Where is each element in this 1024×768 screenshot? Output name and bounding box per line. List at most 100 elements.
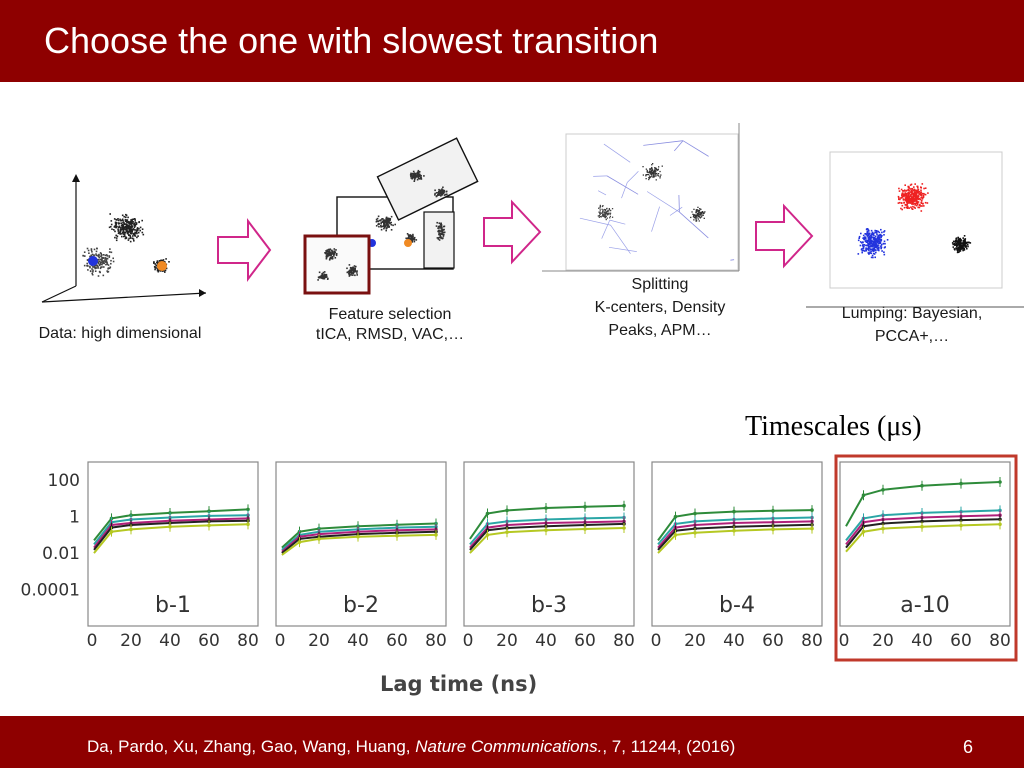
data-point bbox=[771, 527, 775, 532]
y-axis-arrowhead bbox=[72, 174, 80, 182]
projection-panel-selected bbox=[303, 234, 371, 295]
selected-cloud-3 bbox=[317, 271, 329, 281]
series-line bbox=[469, 522, 626, 554]
data-point bbox=[168, 524, 172, 529]
x-tick-label: 20 bbox=[308, 631, 330, 651]
data-point bbox=[434, 533, 438, 537]
series-line bbox=[281, 518, 438, 549]
panel-frame bbox=[839, 461, 1011, 627]
panel-b-4: b-4 0 20 40 60 80 bbox=[651, 461, 823, 651]
data-point bbox=[959, 523, 963, 528]
voronoi-edge bbox=[608, 246, 637, 252]
x-tick-label: 60 bbox=[386, 631, 408, 651]
title-bar bbox=[0, 0, 1024, 82]
voronoi-edge bbox=[601, 219, 611, 239]
data-point bbox=[297, 540, 302, 544]
data-point bbox=[998, 480, 1002, 484]
step2-caption-line1: Feature selection bbox=[328, 306, 452, 323]
series-line bbox=[281, 529, 438, 556]
voronoi-edge bbox=[730, 259, 735, 261]
voronoi-edge bbox=[679, 211, 709, 239]
x-tick-label: 40 bbox=[723, 631, 745, 651]
x-tick-label: 60 bbox=[950, 631, 972, 651]
y-tick-label: 0.01 bbox=[42, 544, 80, 564]
panel-frame bbox=[651, 461, 823, 627]
step2-point-clouds bbox=[368, 169, 448, 247]
data-point bbox=[959, 481, 963, 486]
data-point bbox=[246, 507, 250, 512]
step3-caption-line1: Splitting bbox=[631, 276, 689, 293]
panel-label: b-2 bbox=[343, 593, 379, 618]
step3-point-clouds bbox=[597, 163, 706, 222]
panel-b-3: b-3 0 20 40 60 80 bbox=[463, 461, 635, 651]
panel-label: a-10 bbox=[900, 593, 949, 618]
x-tick-label: 0 bbox=[839, 631, 850, 651]
voronoi-edge bbox=[603, 143, 631, 163]
x-tick-label: 20 bbox=[684, 631, 706, 651]
citation-journal: Nature Communications. bbox=[415, 737, 603, 756]
voronoi-edge bbox=[593, 175, 608, 177]
pipeline-arrow-2 bbox=[483, 199, 542, 265]
series-line bbox=[845, 476, 1002, 527]
data-point bbox=[810, 526, 814, 531]
data-point bbox=[920, 483, 924, 488]
x-tick-label: 40 bbox=[159, 631, 181, 651]
panel-label: b-3 bbox=[531, 593, 567, 618]
data-point bbox=[583, 527, 587, 531]
cluster-blue bbox=[857, 228, 889, 259]
data-point bbox=[732, 509, 736, 514]
data-point bbox=[317, 537, 321, 541]
x-tick-label: 80 bbox=[989, 631, 1011, 651]
x-tick-label: 60 bbox=[198, 631, 220, 651]
voronoi-edge bbox=[606, 175, 639, 195]
data-point bbox=[207, 523, 211, 528]
rotated-cloud-1 bbox=[409, 169, 425, 182]
data-point bbox=[920, 524, 924, 529]
data-point bbox=[622, 503, 626, 508]
data-point bbox=[881, 521, 885, 526]
slide-number: 6 bbox=[963, 737, 974, 757]
x-tick-label: 80 bbox=[613, 631, 635, 651]
x-tick-label: 0 bbox=[651, 631, 662, 651]
voronoi-edge bbox=[651, 206, 660, 232]
projection-cloud-1 bbox=[375, 215, 396, 232]
x-tick-label: 0 bbox=[275, 631, 286, 651]
data-point bbox=[356, 534, 360, 539]
pipeline-arrow-1 bbox=[217, 218, 272, 282]
step1-scatter-plot bbox=[41, 174, 207, 303]
timescales-label: Timescales (μs) bbox=[745, 411, 922, 442]
x-tick-label: 80 bbox=[425, 631, 447, 651]
step3-splitting-voronoi bbox=[542, 123, 740, 272]
series-line bbox=[469, 518, 626, 551]
data-point bbox=[861, 493, 866, 497]
rotated-cloud-2 bbox=[434, 186, 448, 198]
cluster-center-orange bbox=[157, 261, 167, 271]
data-point bbox=[998, 522, 1002, 527]
panel-frame bbox=[275, 461, 447, 627]
z-axis-line bbox=[41, 285, 77, 303]
data-point bbox=[129, 527, 133, 532]
projection-center-orange bbox=[404, 239, 412, 247]
data-point bbox=[861, 529, 866, 534]
voronoi-edge bbox=[646, 191, 680, 213]
data-point bbox=[920, 519, 924, 524]
voronoi-edge bbox=[673, 140, 684, 152]
point-cloud-left bbox=[82, 247, 115, 277]
voronoi-cloud-1 bbox=[642, 163, 663, 181]
citation-details: , 7, 11244, (2016) bbox=[602, 737, 736, 756]
voronoi-edge bbox=[627, 171, 639, 183]
voronoi-edge bbox=[597, 190, 607, 196]
panel-frame bbox=[87, 461, 259, 627]
data-point bbox=[109, 529, 114, 534]
data-point bbox=[881, 488, 885, 492]
data-point bbox=[693, 511, 697, 516]
footer-bar bbox=[0, 716, 1024, 768]
step4-caption-line2: PCCA+,… bbox=[874, 328, 950, 345]
data-point bbox=[583, 505, 587, 509]
series-line bbox=[845, 519, 1002, 553]
data-point bbox=[810, 508, 814, 512]
panel-a-10: a-10 0 20 40 60 80 bbox=[834, 454, 1018, 662]
selected-cloud-1 bbox=[324, 248, 338, 261]
step3-caption-line3: Peaks, APM… bbox=[608, 322, 712, 339]
